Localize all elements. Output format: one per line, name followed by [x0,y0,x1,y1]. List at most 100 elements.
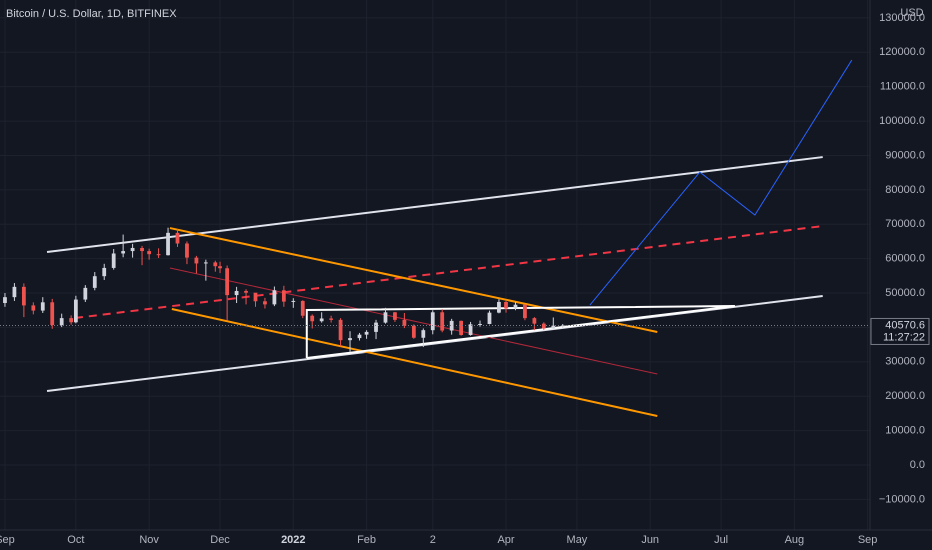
last-price-box [870,317,930,345]
candle-body [218,266,222,269]
x-tick-label: Feb [357,534,376,546]
trend-line [169,267,658,375]
candle-body [69,318,74,323]
candle-body [281,290,286,302]
candle-body [541,323,546,329]
x-tick-label: Dec [210,534,230,546]
candle-body [92,276,97,288]
candle-body [497,301,501,313]
x-tick-label: Jun [641,534,659,546]
candle-body [166,232,170,256]
candle-body [156,254,161,256]
candle-body [234,290,239,296]
candle-body [421,330,426,338]
candle-body [487,312,492,324]
y-tick-label: 130000.0 [879,12,925,24]
candle-body [348,338,352,341]
trend-line [171,308,658,417]
candle-body [430,312,435,331]
x-tick-label: 2022 [281,534,305,546]
x-tick-label: Sep [858,534,878,546]
candle-body [411,325,416,338]
candle-body [50,302,55,326]
plot-area [0,0,870,530]
candle-body [175,232,180,244]
candle-body [310,315,315,322]
candle-body [31,305,36,311]
x-tick-label: Nov [139,534,159,546]
candle-body [393,312,397,320]
trend-line [589,59,853,306]
candle-body [253,292,258,302]
y-tick-label: 60000.0 [885,253,925,265]
y-tick-label: 30000.0 [885,356,925,368]
currency-label: USD [900,7,923,19]
candle-body [402,319,407,326]
candle-body [468,324,473,335]
candle-body [383,312,388,323]
y-tick-label: 50000.0 [885,287,925,299]
x-tick-label: 2 [430,534,436,546]
y-tick-label: 100000.0 [879,115,925,127]
candle-body [147,251,152,255]
candle-body [504,301,508,309]
chart-title: Bitcoin / U.S. Dollar, 1D, BITFINEX [6,8,177,20]
candle-body [130,247,135,252]
countdown-label: 11:27:22 [883,331,925,343]
candle-body [338,319,343,341]
y-tick-label: 110000.0 [880,81,925,93]
candle-body [319,318,324,322]
y-tick-label: 80000.0 [885,184,925,196]
candle-body [478,323,482,325]
trend-line [305,305,735,360]
candle-body [59,318,64,326]
candle-body [300,300,305,316]
x-tick-label: Oct [67,534,84,546]
candle-body [40,302,45,311]
y-tick-label: 120000.0 [879,46,925,58]
x-tick-label: Jul [714,534,728,546]
candle-body [560,325,565,327]
candle-body [513,304,518,309]
candle-body [523,304,527,319]
x-tick-label: May [567,534,588,546]
x-tick-label: Aug [785,534,805,546]
candle-body [357,334,362,339]
candle-body [213,262,218,267]
candle-body [551,325,556,329]
candle-body [3,297,7,304]
candle-body [21,286,26,306]
candle-body [83,287,88,300]
y-tick-label: −10000.0 [879,493,925,505]
y-tick-label: 20000.0 [885,390,925,402]
candle-body [364,331,369,335]
candle-body [194,257,199,264]
trend-line [169,227,658,333]
y-tick-label: 70000.0 [885,218,925,230]
candle-body [185,243,189,258]
x-tick-label: Apr [497,534,514,546]
candle-body [203,262,208,264]
x-tick-label: Sep [0,534,15,546]
candle-body [121,251,126,254]
y-tick-label: 0.0 [910,459,925,471]
candle-body [244,290,248,293]
candle-body [225,268,230,296]
last-price-label: 40570.6 [885,319,925,331]
candle-body [374,322,378,332]
candle-body [102,267,107,277]
candle-body [449,320,454,331]
candle-body [532,318,537,324]
candle-body [459,320,464,335]
candle-body [440,312,445,331]
candle-body [291,300,296,302]
y-tick-label: 10000.0 [885,425,925,437]
candle-body [272,290,277,305]
candle-body [111,253,116,268]
candle-body [329,318,334,320]
candle-body [12,286,17,298]
candle-body [263,301,267,305]
candle-body [73,299,78,323]
